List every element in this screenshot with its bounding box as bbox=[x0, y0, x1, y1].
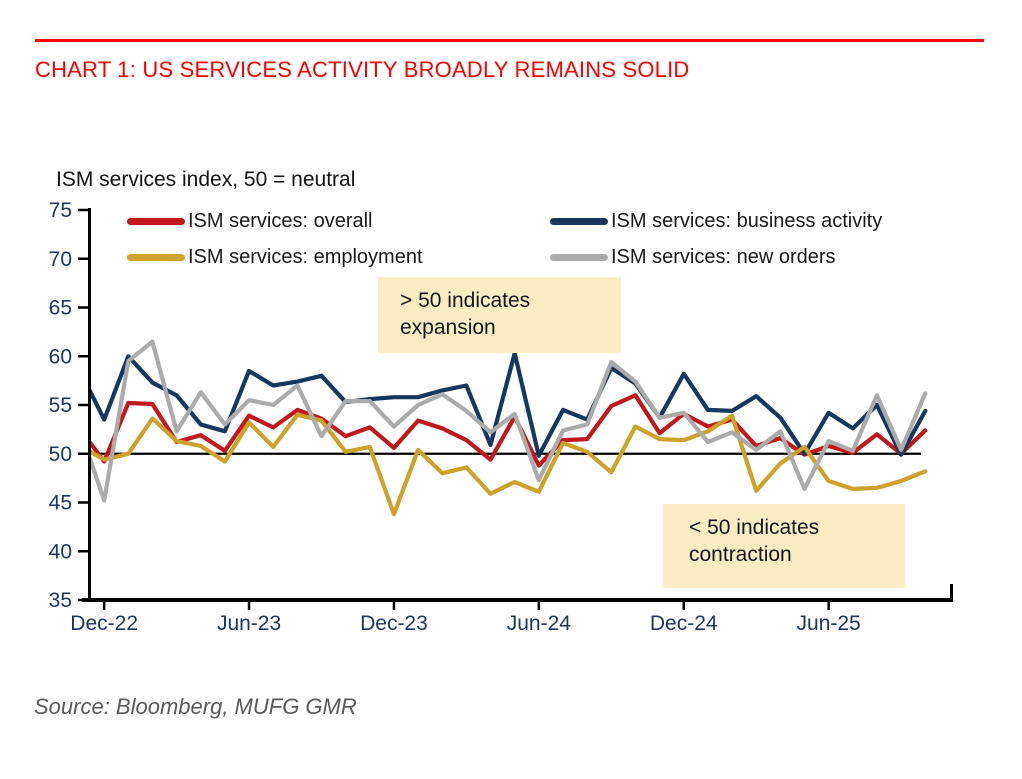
legend-item-overall: ISM services: overall bbox=[127, 209, 373, 233]
y-tick-label: 65 bbox=[49, 297, 72, 320]
y-tick-label: 70 bbox=[49, 248, 72, 271]
series-line-ism-services-new-orders bbox=[91, 339, 928, 503]
source-note: Source: Bloomberg, MUFG GMR bbox=[34, 694, 357, 719]
chart-title: CHART 1: US SERVICES ACTIVITY BROADLY RE… bbox=[35, 57, 690, 82]
y-tick-label: 45 bbox=[49, 492, 72, 515]
y-tick-label: 60 bbox=[49, 345, 72, 368]
legend-label-employment: ISM services: employment bbox=[188, 245, 423, 268]
x-tick-label: Dec-23 bbox=[360, 612, 428, 635]
y-tick-label: 50 bbox=[49, 443, 72, 466]
top-rule bbox=[35, 39, 984, 42]
legend-swatch-new-orders bbox=[550, 253, 608, 261]
x-tick-label: Dec-24 bbox=[650, 612, 718, 635]
x-tick-label: Jun-25 bbox=[797, 612, 861, 635]
legend-label-overall: ISM services: overall bbox=[188, 209, 373, 232]
y-tick-label: 35 bbox=[49, 589, 72, 612]
x-tick-label: Jun-24 bbox=[507, 612, 572, 635]
y-tick-label: 75 bbox=[49, 199, 72, 222]
annotation-expansion: > 50 indicates expansion bbox=[378, 277, 621, 353]
legend-label-business-activity: ISM services: business activity bbox=[611, 209, 883, 232]
legend-item-new-orders: ISM services: new orders bbox=[550, 245, 836, 269]
y-tick-label: 40 bbox=[49, 540, 72, 563]
legend-label-new-orders: ISM services: new orders bbox=[611, 245, 836, 268]
legend-swatch-employment bbox=[127, 253, 185, 261]
series-line-ism-services-business-activity bbox=[91, 351, 928, 458]
legend-swatch-business-activity bbox=[550, 217, 608, 225]
legend-item-business-activity: ISM services: business activity bbox=[550, 209, 882, 233]
legend-item-employment: ISM services: employment bbox=[127, 245, 423, 269]
annotation-contraction: < 50 indicates contraction bbox=[663, 504, 905, 588]
x-tick-label: Dec-22 bbox=[70, 612, 138, 635]
x-tick-label: Jun-23 bbox=[217, 612, 281, 635]
legend-swatch-overall bbox=[127, 217, 185, 225]
y-tick-label: 55 bbox=[49, 394, 72, 417]
axis-subtitle: ISM services index, 50 = neutral bbox=[56, 168, 356, 191]
series-line-ism-services-employment bbox=[91, 412, 928, 517]
